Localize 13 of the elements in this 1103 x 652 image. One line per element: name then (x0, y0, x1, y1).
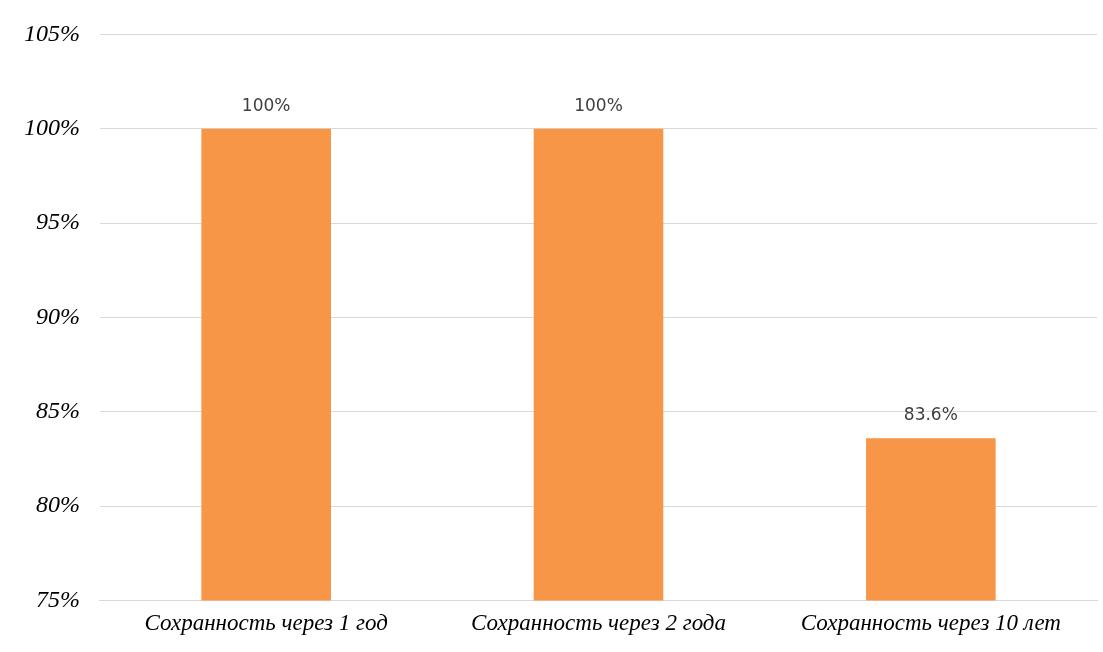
y-tick-label: 95% (35, 208, 80, 235)
data-label: 100% (574, 94, 623, 115)
data-label: 100% (241, 94, 291, 115)
x-tick-label: Сохранность через 2 года (471, 610, 726, 636)
y-tick-label: 105% (23, 19, 80, 46)
y-tick-label: 80% (35, 491, 80, 518)
x-tick-label: Сохранность через 10 лет (800, 610, 1061, 636)
x-tick-label: Сохранность через 1 год (144, 610, 388, 636)
data-label: 83.6% (903, 404, 958, 425)
y-tick-label: 90% (35, 302, 80, 329)
y-tick-label: 85% (35, 397, 80, 424)
y-tick-label: 100% (23, 114, 80, 141)
y-tick-label: 75% (35, 585, 80, 612)
